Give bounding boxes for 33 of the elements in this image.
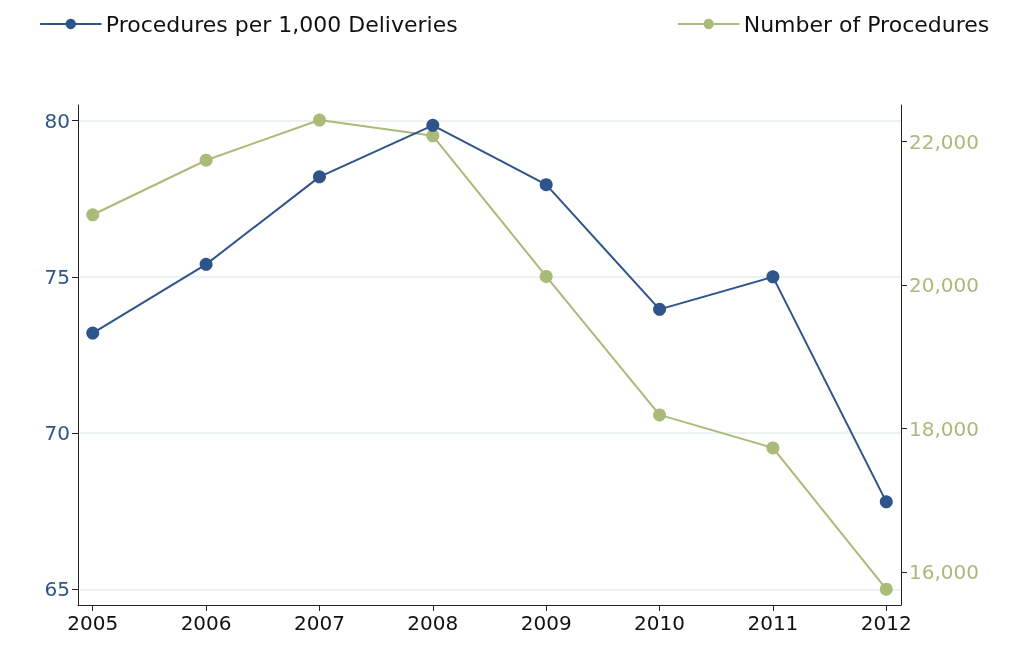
point [766,441,780,455]
point [539,269,553,283]
point [199,257,213,271]
point [653,302,667,316]
point [766,270,780,284]
y2-tick-label: 20,000 [909,273,979,298]
y2-tick-label: 16,000 [909,560,979,584]
point [312,170,326,184]
point [312,113,326,127]
x-tick-label: 2006 [180,611,232,635]
x-tick-label: 2005 [67,611,119,635]
point [879,582,893,596]
x-tick-label: 2009 [520,611,572,635]
x-tick-label: 2007 [294,611,345,635]
y2-tick-label: 18,000 [909,416,979,441]
y-tick-label: 65 [44,577,70,602]
point [86,326,100,340]
x-tick-label: 2008 [407,611,459,635]
point [539,178,553,192]
legend-label: Procedures per 1,000 Deliveries [105,11,458,37]
y-tick-label: 75 [44,264,70,289]
x-tick-label: 2010 [634,611,685,635]
point [199,153,213,167]
y-tick-label: 80 [44,108,70,133]
y-tick-label: 70 [44,421,70,446]
point [879,495,893,509]
legend-label: Number of Procedures [743,11,990,37]
point [653,408,667,422]
x-tick-label: 2011 [747,611,799,635]
x-tick-label: 2012 [860,611,912,635]
y2-tick-label: 22,000 [909,129,979,154]
point [426,118,440,132]
point [86,208,100,222]
